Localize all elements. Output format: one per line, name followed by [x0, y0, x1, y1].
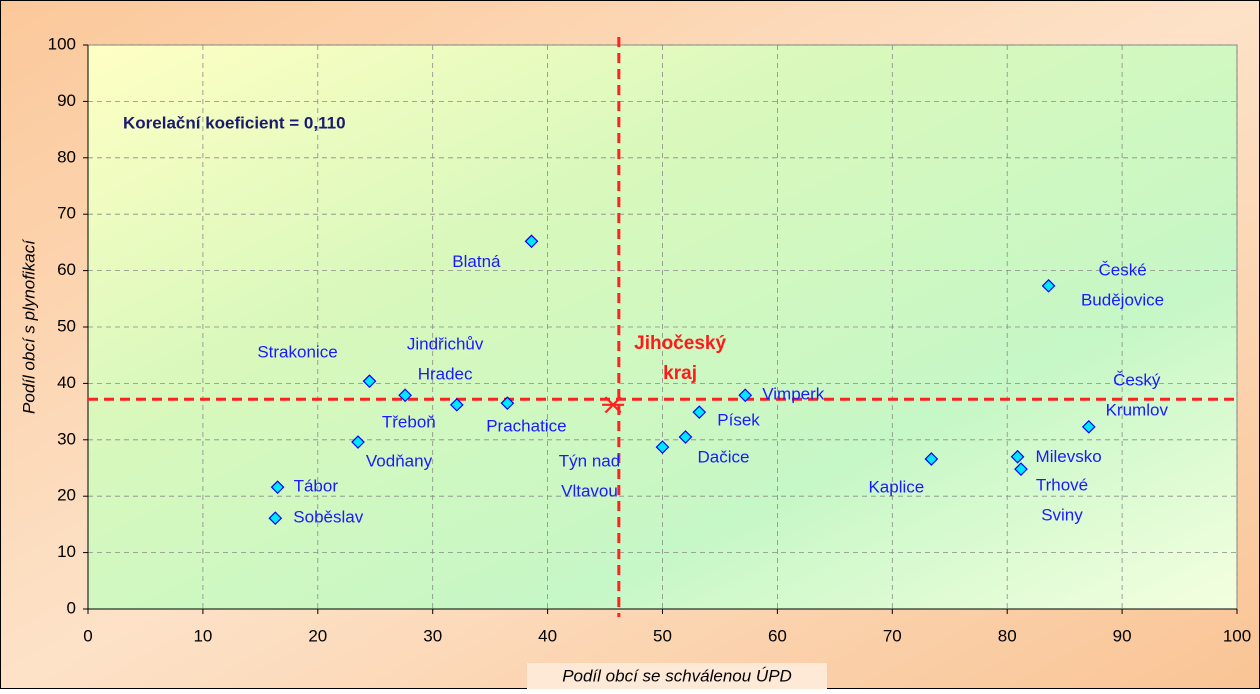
x-tick-label: 80	[998, 626, 1017, 645]
point-label: Jindřichův	[407, 335, 484, 354]
point	[655, 440, 670, 454]
x-tick-label: 30	[423, 626, 442, 645]
point-label: Hradec	[418, 365, 473, 384]
point-label: Blatná	[452, 252, 501, 271]
point-label: Tábor	[294, 477, 339, 496]
point	[268, 511, 283, 526]
point-label: Český	[1113, 370, 1161, 389]
y-tick-label: 60	[57, 260, 76, 279]
point	[924, 452, 939, 466]
point-label: Soběslav	[293, 508, 363, 527]
point-label: Týn nad	[559, 452, 620, 471]
x-tick-label: 50	[653, 626, 672, 645]
point-label: Milevsko	[1036, 447, 1102, 466]
point-label: Třeboň	[382, 412, 436, 431]
point-label: Prachatice	[486, 417, 566, 436]
x-tick-label: 0	[83, 626, 92, 645]
x-tick-label: 60	[768, 626, 787, 645]
x-tick-label: 40	[538, 626, 557, 645]
point-label: České	[1098, 260, 1146, 279]
point	[1041, 278, 1056, 293]
point	[524, 234, 539, 249]
y-tick-label: 70	[57, 204, 76, 223]
y-tick-label: 90	[57, 91, 76, 110]
point	[398, 388, 412, 403]
point-label: Trhové	[1036, 476, 1088, 495]
point	[738, 388, 753, 403]
point	[1081, 419, 1096, 434]
point-label: Vodňany	[366, 452, 433, 471]
point-label: Vltavou	[561, 482, 618, 501]
point	[692, 405, 707, 420]
point-label: Dačice	[697, 447, 749, 466]
point	[1014, 462, 1028, 476]
point-label: Písek	[717, 411, 760, 430]
y-tick-label: 30	[57, 429, 76, 448]
x-tick-label: 70	[883, 626, 902, 645]
xlabel-box	[527, 663, 827, 689]
y-tick-label: 50	[57, 316, 76, 335]
y-tick-label: 40	[57, 373, 76, 392]
point	[449, 397, 464, 412]
x-tick-label: 90	[1113, 626, 1132, 645]
point-label: kraj	[663, 363, 697, 384]
point-label: Budějovice	[1081, 290, 1164, 309]
x-tick-label: 20	[308, 626, 327, 645]
point	[678, 430, 693, 444]
point	[270, 480, 285, 495]
annotation: Korelační koeficient = 0,110	[123, 113, 346, 132]
y-tick-label: 0	[67, 598, 76, 617]
point	[602, 396, 625, 414]
y-tick-label: 10	[57, 542, 76, 561]
x-axis-label: Podíl obcí se schválenou ÚPD	[562, 666, 792, 685]
point-label: Strakonice	[257, 343, 337, 362]
point	[362, 374, 377, 388]
point-label: Kaplice	[868, 477, 924, 496]
x-tick-label: 100	[1223, 626, 1251, 645]
point-label: Krumlov	[1106, 400, 1169, 419]
y-tick-label: 100	[48, 34, 76, 53]
point	[500, 396, 515, 410]
point	[1010, 449, 1025, 464]
y-tick-label: 20	[57, 486, 76, 505]
point	[351, 435, 365, 449]
y-axis-label: Podíl obcí s plynofikací	[19, 238, 38, 414]
y-tick-label: 80	[57, 147, 76, 166]
point-label: Sviny	[1041, 506, 1083, 525]
point-label: Vimperk	[762, 385, 825, 404]
point-label: Jihočeský	[634, 333, 726, 354]
x-tick-label: 10	[193, 626, 212, 645]
